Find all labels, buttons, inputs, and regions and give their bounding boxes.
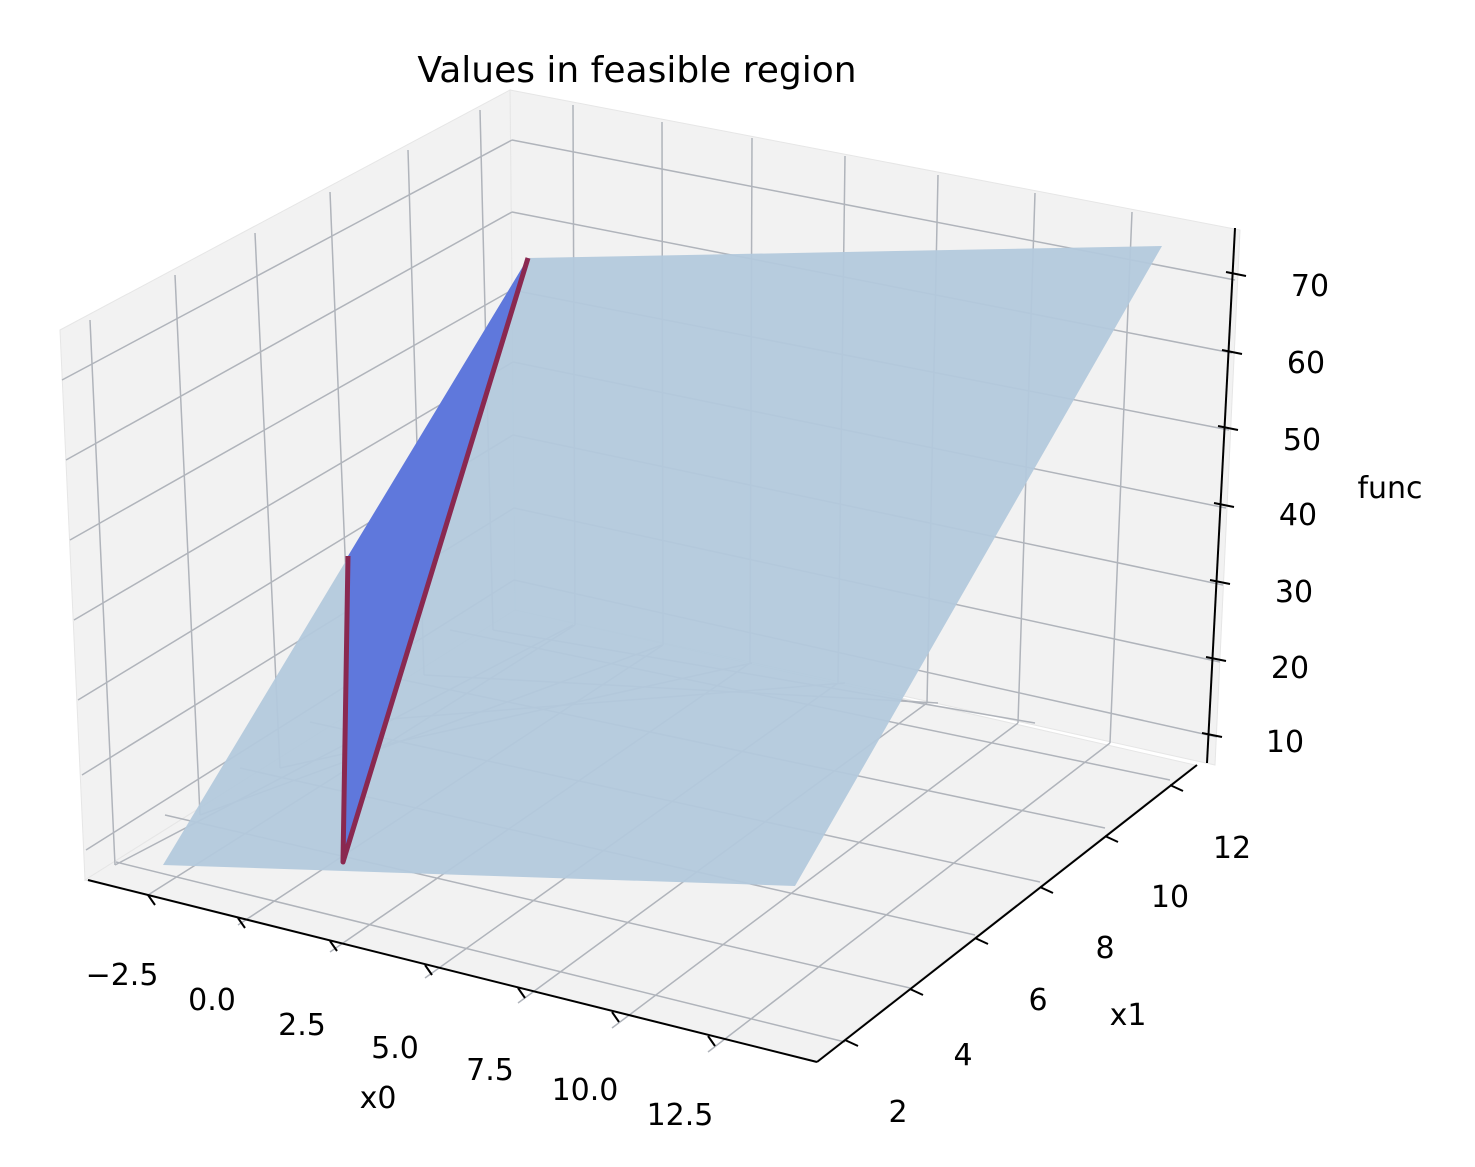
func-tick-label: 10 — [1266, 725, 1304, 760]
func-ticks — [1201, 271, 1247, 738]
func-tick-1 — [1205, 656, 1227, 662]
x0-tick-1 — [237, 917, 246, 929]
x1-tick-2 — [974, 937, 989, 945]
func-tick-0 — [1201, 732, 1223, 738]
x0-tick-0 — [147, 894, 156, 906]
x1-tick-3 — [1039, 886, 1054, 894]
axis-lines — [87, 227, 1236, 1063]
x1-axis-label: x1 — [1110, 998, 1147, 1033]
x1-tick-label: 4 — [953, 1038, 972, 1073]
x1-tick-label: 2 — [888, 1095, 907, 1130]
x0-tick-4 — [517, 987, 526, 999]
boundary-line — [340, 257, 531, 865]
func-tick-label: 30 — [1275, 575, 1313, 610]
x1-tick-label: 6 — [1028, 983, 1047, 1018]
x0-tick-label: 2.5 — [278, 1008, 326, 1043]
func-tick-label: 70 — [1291, 269, 1329, 304]
func-tick-4 — [1217, 425, 1239, 431]
x1-tick-0 — [844, 1039, 859, 1047]
x0-axis-line — [87, 879, 818, 1063]
x0-tick-label: 10.0 — [552, 1073, 619, 1108]
chart-title: Values in feasible region — [417, 50, 856, 91]
x0-tick-6 — [707, 1035, 716, 1047]
x0-tick-label: −2.5 — [86, 958, 159, 993]
func-axis-label: func — [1357, 471, 1422, 506]
background-surface — [163, 246, 1162, 886]
func-tick-2 — [1209, 579, 1231, 585]
x1-tick-5 — [1169, 784, 1184, 792]
x0-tick-label: 12.5 — [647, 1098, 714, 1133]
x0-tick-label: 7.5 — [466, 1053, 514, 1088]
x1-tick-labels: 2 4 6 8 10 12 — [888, 831, 1251, 1130]
x1-axis-line — [816, 764, 1198, 1063]
func-tick-label: 20 — [1271, 651, 1309, 686]
x1-tick-label: 8 — [1095, 931, 1114, 966]
x0-tick-label: 0.0 — [188, 983, 236, 1018]
x0-ticks — [147, 894, 716, 1047]
x1-tick-4 — [1104, 835, 1119, 843]
func-tick-5 — [1221, 349, 1243, 355]
x1-tick-1 — [909, 988, 924, 996]
func-tick-3 — [1213, 502, 1235, 508]
func-tick-labels: 10 20 30 40 50 60 70 — [1266, 269, 1329, 760]
x0-axis-label: x0 — [360, 1081, 397, 1116]
x1-tick-label: 12 — [1213, 831, 1251, 866]
x0-tick-5 — [611, 1011, 620, 1023]
func-tick-6 — [1225, 271, 1247, 277]
func-tick-label: 60 — [1287, 346, 1325, 381]
x0-tick-2 — [329, 940, 338, 952]
x0-tick-label: 5.0 — [371, 1031, 419, 1066]
x1-tick-label: 10 — [1151, 880, 1189, 915]
x0-tick-labels: −2.5 0.0 2.5 5.0 7.5 10.0 12.5 — [86, 958, 714, 1133]
func-tick-label: 40 — [1279, 498, 1317, 533]
x1-ticks — [844, 784, 1184, 1047]
func-axis-line — [1206, 227, 1236, 764]
func-tick-label: 50 — [1283, 423, 1321, 458]
x0-tick-3 — [424, 964, 433, 976]
